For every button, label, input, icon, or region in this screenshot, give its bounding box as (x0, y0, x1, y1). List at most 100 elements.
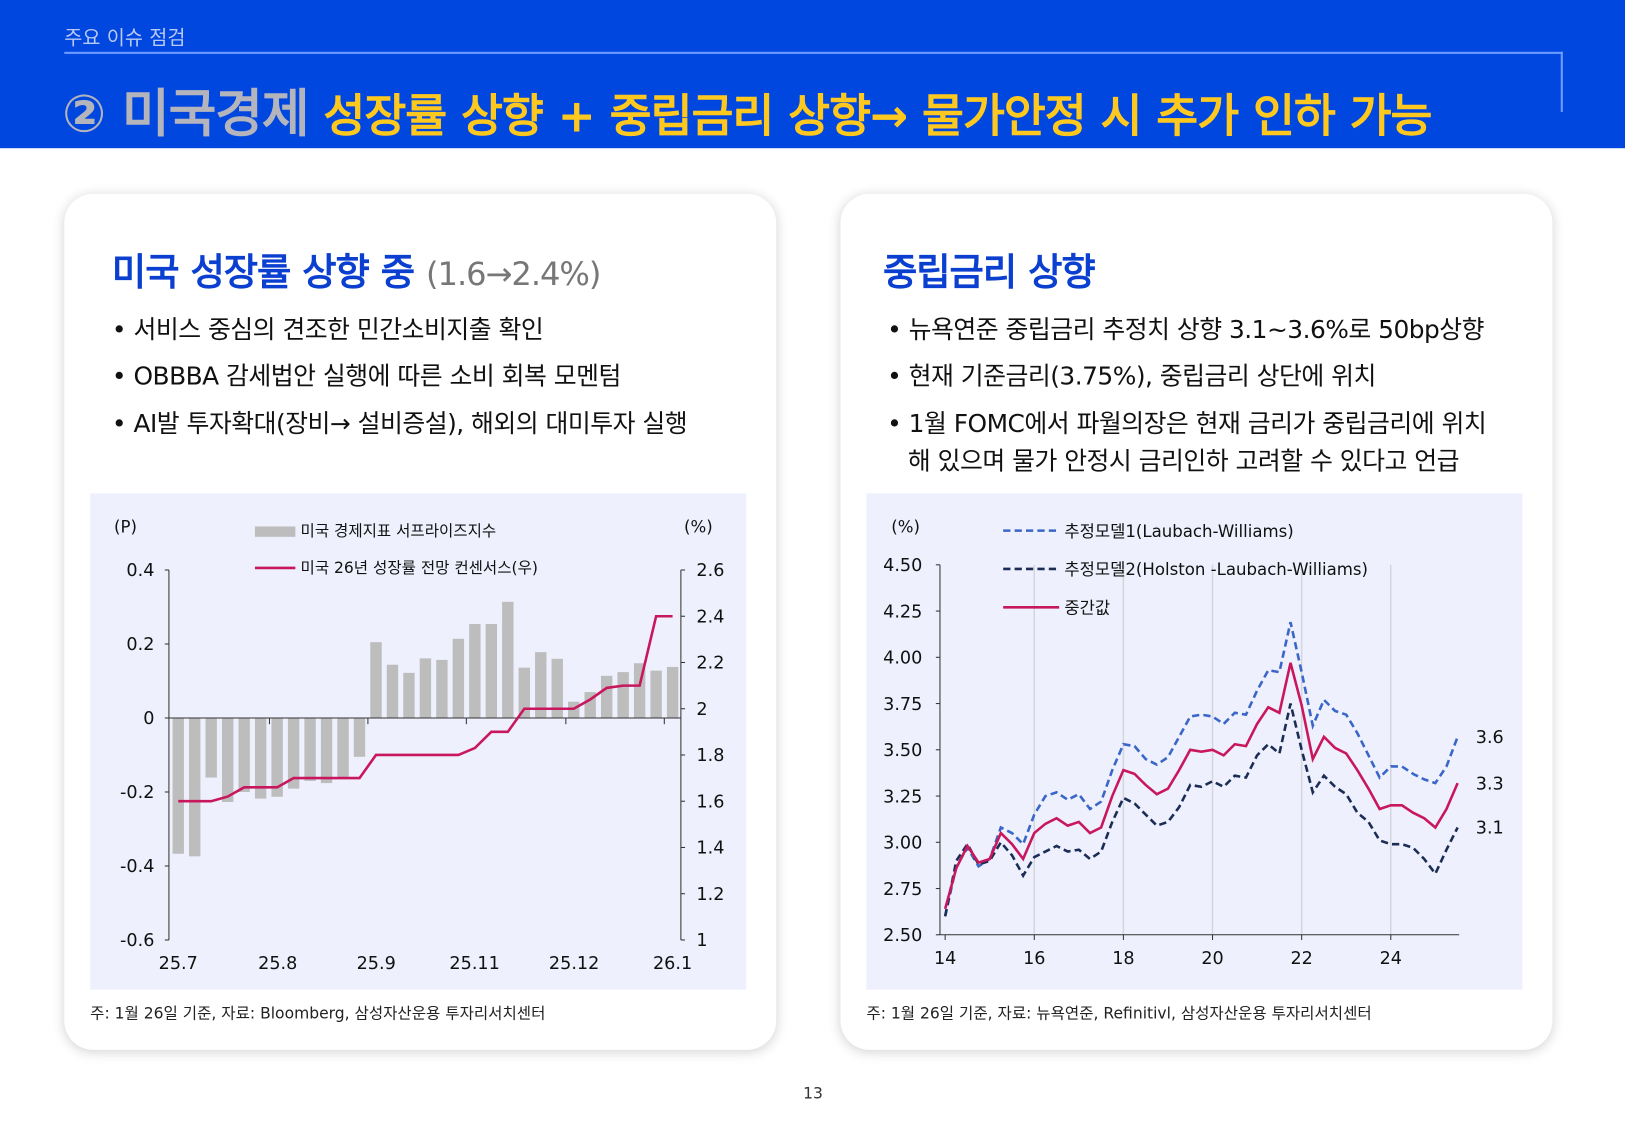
surprise-bar (452, 638, 465, 718)
surprise-bar (221, 717, 234, 802)
surprise-bar (403, 672, 415, 718)
surprise-bar (617, 672, 629, 718)
legend-label: 추정모델2(Holston -Laubach-Williams) (1064, 560, 1368, 579)
surprise-bar (551, 658, 563, 718)
header-banner: 주요 이슈 점검 ② 미국경제 성장률 상향 + 중립금리 상향→ 물가안정 시… (0, 0, 1625, 149)
y2-tick-label: 2.6 (696, 561, 724, 581)
y2-tick-label: 1.4 (696, 839, 724, 859)
surprise-bar (436, 659, 448, 718)
growth-heading-sub: (1.6→2.4%) (426, 255, 601, 294)
x-tick-label: 18 (1112, 949, 1134, 969)
surprise-bar (600, 675, 613, 718)
end-value-label: 3.1 (1476, 819, 1504, 839)
end-value-label: 3.6 (1476, 728, 1504, 748)
x-tick-label: 25.12 (549, 954, 599, 974)
surprise-bar (370, 642, 382, 718)
neutral-rate-footnote: 주: 1월 26일 기준, 자료: 뉴욕연준, Refinitivl, 삼성자산… (866, 1004, 1372, 1023)
surprise-bar (666, 666, 679, 718)
header-divider (64, 51, 1563, 54)
surprise-bar (633, 663, 646, 718)
surprise-bar (584, 692, 596, 718)
surprise-bar (287, 717, 300, 789)
y2-tick-label: 2 (696, 700, 707, 720)
surprise-bar (238, 717, 250, 792)
x-tick-label: 20 (1201, 949, 1223, 969)
y2-tick-label: 1.2 (696, 885, 724, 905)
surprise-bar (189, 717, 201, 857)
slide-title: ② 미국경제 성장률 상향 + 중립금리 상향→ 물가안정 시 추가 인하 가능 (62, 73, 1432, 148)
y-tick-label: 3.00 (883, 834, 922, 854)
title-main: 성장률 상향 + 중립금리 상향→ 물가안정 시 추가 인하 가능 (323, 90, 1432, 144)
y-tick-label: 3.50 (883, 741, 922, 761)
right-unit: (%) (684, 518, 713, 537)
end-value-label: 3.3 (1476, 774, 1504, 794)
x-tick-label: 26.1 (653, 954, 692, 974)
y2-tick-label: 1.8 (696, 746, 724, 766)
bullet: • AI발 투자확대(장비→ 설비증설), 해외의 대미투자 실행 (111, 409, 688, 439)
growth-heading: 미국 성장률 상향 중 (1.6→2.4%) (111, 243, 602, 297)
legend-bar-label: 미국 경제지표 서프라이즈지수 (301, 522, 497, 540)
neutral-rate-heading: 중립금리 상향 (882, 251, 1096, 295)
title-prefix: ② 미국경제 (62, 83, 309, 145)
x-tick-label: 22 (1290, 949, 1312, 969)
bullet: • OBBBA 감세법안 실행에 따른 소비 회복 모멘텀 (111, 361, 621, 391)
legend-bar-swatch (254, 526, 296, 537)
surprise-bar (205, 717, 217, 778)
y2-tick-label: 2.4 (696, 607, 724, 627)
surprise-bar (172, 717, 184, 854)
y-tick-label: 0.4 (126, 561, 154, 581)
y-tick-label: 0 (143, 709, 154, 729)
header-divider-end (1560, 51, 1563, 112)
y-tick-label: 0.2 (126, 635, 154, 655)
surprise-bar (386, 664, 399, 718)
x-tick-label: 25.8 (258, 954, 297, 974)
series-line-1 (943, 621, 1459, 917)
y2-tick-label: 2.2 (696, 654, 724, 674)
x-tick-label: 25.11 (449, 954, 499, 974)
surprise-bar (650, 670, 662, 718)
y-tick-label: 4.50 (883, 556, 922, 576)
growth-footnote: 주: 1월 26일 기준, 자료: Bloomberg, 삼성자산운용 투자리서… (90, 1004, 546, 1023)
surprise-bar (518, 667, 530, 718)
surprise-bar (535, 652, 547, 718)
y-tick-label: -0.2 (120, 783, 154, 803)
x-tick-label: 25.7 (159, 954, 198, 974)
series-line-3 (943, 662, 1459, 910)
surprise-bar (337, 717, 349, 778)
surprise-bar (469, 624, 481, 718)
y-tick-label: -0.6 (120, 931, 154, 951)
y-tick-label: 2.50 (883, 926, 922, 946)
bullet: • 서비스 중심의 견조한 민간소비지출 확인 (111, 315, 544, 345)
y-tick-label: 2.75 (883, 880, 922, 900)
surprise-bar (254, 717, 267, 799)
surprise-bar (304, 717, 316, 781)
y-tick-label: 3.75 (883, 695, 922, 715)
page-number: 13 (803, 1084, 823, 1103)
x-tick-label: 24 (1380, 949, 1402, 969)
x-tick-label: 14 (934, 949, 956, 969)
surprise-bar (353, 717, 366, 757)
series-line-2 (943, 703, 1459, 917)
x-tick-label: 16 (1023, 949, 1045, 969)
neutral-rate-chart-background (866, 493, 1523, 990)
left-unit: (P) (114, 518, 137, 537)
y-tick-label: -0.4 (120, 857, 154, 877)
legend-label: 추정모델1(Laubach-Williams) (1064, 522, 1293, 541)
growth-heading-text: 미국 성장률 상향 중 (111, 251, 415, 295)
section-label: 주요 이슈 점검 (64, 26, 186, 50)
y-tick-label: 4.25 (883, 602, 922, 622)
surprise-bar (419, 658, 432, 718)
x-tick-label: 25.9 (357, 954, 396, 974)
bullet: • 뉴욕연준 중립금리 추정치 상향 3.1~3.6%로 50bp상향 (887, 315, 1485, 345)
y2-tick-label: 1.6 (696, 792, 724, 812)
surprise-bar (502, 601, 514, 718)
consensus-line (178, 614, 673, 803)
y2-tick-label: 1 (696, 931, 707, 951)
bullet: • 1월 FOMC에서 파월의장은 현재 금리가 중립금리에 위치 (887, 409, 1487, 439)
legend-line-label: 미국 26년 성장률 전망 컨센서스(우) (301, 559, 538, 577)
surprise-bar (485, 624, 498, 718)
surprise-bar (271, 717, 283, 797)
